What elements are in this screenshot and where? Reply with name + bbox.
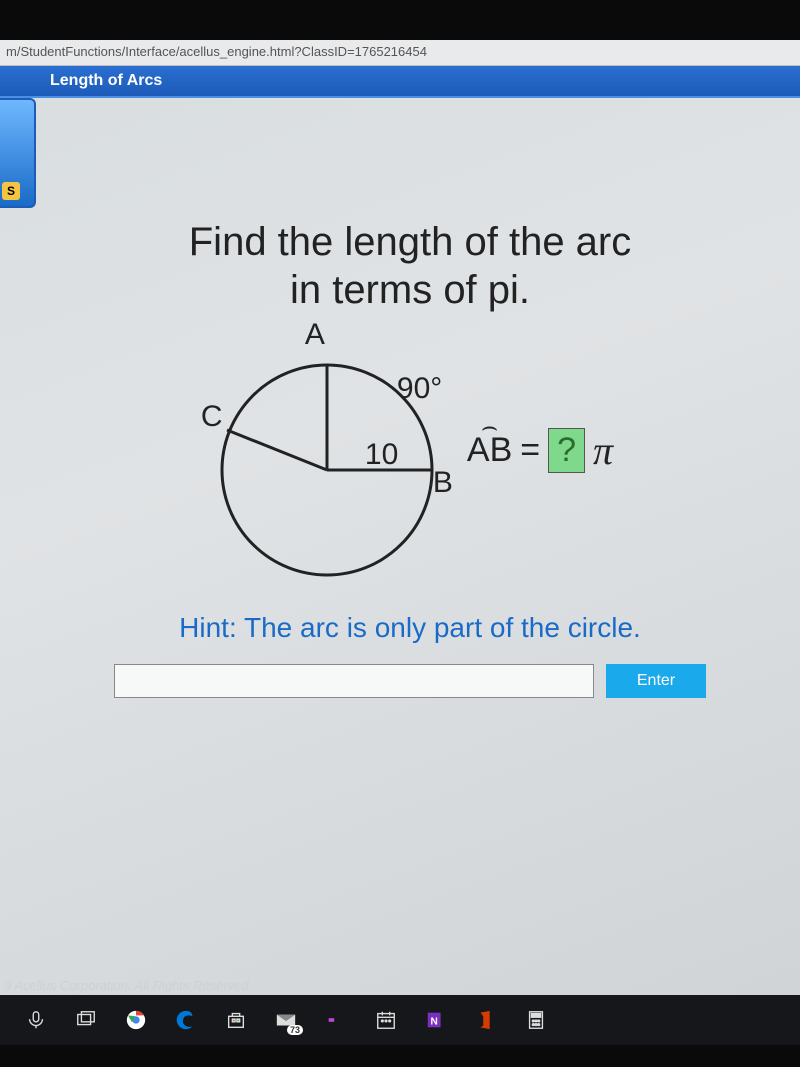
label-angle: 90° (397, 372, 442, 406)
answer-input[interactable] (114, 664, 594, 698)
mail-badge-count: 73 (287, 1025, 303, 1035)
mail-icon[interactable]: 73 (274, 1008, 298, 1032)
url-bar[interactable]: m/StudentFunctions/Interface/acellus_eng… (0, 40, 800, 66)
svg-text:N: N (431, 1017, 438, 1028)
diagram-row: A 90° C 10 B AB = ? π (60, 320, 760, 580)
question-line2: in terms of pi. (60, 266, 760, 314)
edge-icon[interactable] (174, 1008, 198, 1032)
windows-taskbar[interactable]: 73 N (0, 995, 800, 1045)
label-radius: 10 (365, 438, 398, 472)
copyright-text: 9 Acellus Corporation. All Rights Reserv… (4, 978, 252, 993)
store-icon[interactable] (224, 1008, 248, 1032)
screen: m/StudentFunctions/Interface/acellus_eng… (0, 0, 800, 1067)
dash-icon[interactable] (324, 1008, 348, 1032)
equals-sign: = (520, 431, 540, 470)
arc-ab: AB (467, 431, 512, 470)
label-c: C (201, 400, 223, 434)
badge-letter: S (2, 182, 20, 200)
pi-symbol: π (593, 427, 613, 474)
lesson-title-banner: Length of Arcs (0, 66, 800, 98)
course-badge[interactable]: S (0, 98, 36, 208)
arc-formula: AB = ? π (467, 427, 613, 474)
content-area: Find the length of the arc in terms of p… (0, 98, 800, 698)
label-a: A (305, 318, 325, 352)
chrome-icon[interactable] (124, 1008, 148, 1032)
mic-icon[interactable] (24, 1008, 48, 1032)
circle-diagram: A 90° C 10 B (207, 320, 447, 580)
browser-window: m/StudentFunctions/Interface/acellus_eng… (0, 40, 800, 995)
calendar-icon[interactable] (374, 1008, 398, 1032)
office-icon[interactable] (474, 1008, 498, 1032)
diagram-svg (207, 320, 447, 580)
onenote-icon[interactable]: N (424, 1008, 448, 1032)
question-line1: Find the length of the arc (60, 218, 760, 266)
task-view-icon[interactable] (74, 1008, 98, 1032)
input-row: Enter (60, 664, 760, 698)
enter-button[interactable]: Enter (606, 664, 706, 698)
label-b: B (433, 466, 453, 500)
question-text: Find the length of the arc in terms of p… (60, 218, 760, 314)
calculator-icon[interactable] (524, 1008, 548, 1032)
answer-placeholder-box[interactable]: ? (548, 428, 585, 473)
hint-text: Hint: The arc is only part of the circle… (60, 612, 760, 644)
